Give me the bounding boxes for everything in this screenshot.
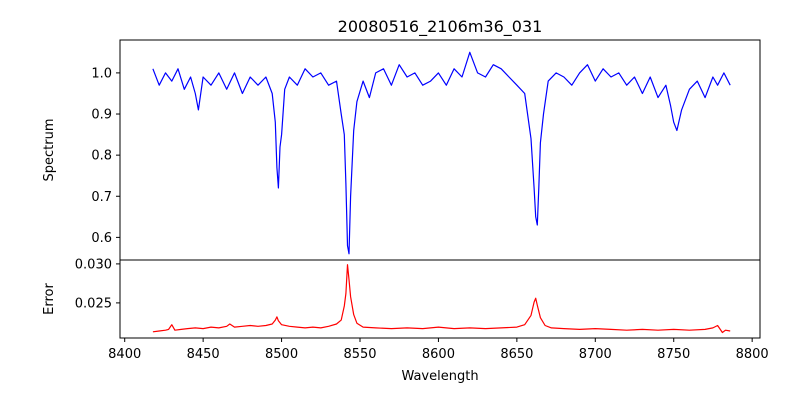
x-tick-label: 8400: [108, 347, 141, 362]
y-tick-label: 1.0: [91, 66, 112, 81]
x-tick-label: 8650: [500, 347, 533, 362]
x-tick-label: 8700: [579, 347, 612, 362]
x-ticks: 8400 8450 8500 8550 8600 8650 8700 8750 8800: [108, 338, 769, 362]
x-tick-label: 8750: [657, 347, 690, 362]
y-tick-label: 0.6: [91, 231, 112, 246]
y-tick-label: 0.025: [75, 296, 112, 311]
x-tick-label: 8550: [343, 347, 376, 362]
error-y-ticks: 0.025 0.030: [75, 257, 120, 311]
error-series-line: [152, 264, 731, 334]
y-tick-label: 0.9: [91, 108, 112, 123]
x-tick-label: 8450: [187, 347, 220, 362]
y-tick-label: 0.7: [91, 190, 112, 205]
x-tick-label: 8500: [265, 347, 298, 362]
error-y-axis-label: Error: [42, 283, 57, 315]
y-tick-label: 0.8: [91, 149, 112, 164]
spectrum-series-line: [152, 51, 731, 255]
error-axes-frame: [119, 259, 761, 339]
x-tick-label: 8600: [422, 347, 455, 362]
chart-title: 20080516_2106m36_031: [338, 17, 543, 37]
spectrum-lines: [152, 51, 731, 255]
spectrum-y-ticks: 0.6 0.7 0.8 0.9 1.0: [91, 66, 120, 246]
x-axis-label: Wavelength: [401, 369, 478, 384]
spectrum-y-axis-label: Spectrum: [42, 119, 57, 182]
error-lines: [152, 264, 731, 334]
y-tick-label: 0.030: [75, 257, 112, 272]
x-tick-label: 8800: [736, 347, 769, 362]
spectrum-panel: 0.6 0.7 0.8 0.9 1.0 Spectrum: [42, 39, 761, 261]
error-panel: 0.025 0.030 Error: [42, 257, 761, 339]
